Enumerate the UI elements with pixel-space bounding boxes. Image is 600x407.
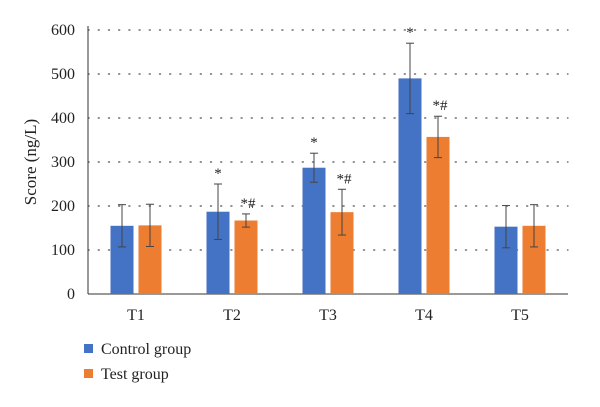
x-tick-label: T2 <box>223 307 241 324</box>
y-tick-label: 500 <box>51 66 75 83</box>
bar-control-group-t5 <box>494 226 518 294</box>
x-tick-label: T4 <box>415 307 433 324</box>
y-tick-label: 200 <box>51 198 75 215</box>
bar-test-group-t3 <box>330 212 354 294</box>
bar-control-group-t4 <box>398 78 422 295</box>
axes <box>87 26 568 295</box>
significance-marker: *# <box>433 98 449 114</box>
bar-control-group-t1 <box>110 225 134 294</box>
y-tick-label: 0 <box>67 286 75 303</box>
y-tick-label: 100 <box>51 242 75 259</box>
legend: Control group Test group <box>84 341 191 383</box>
bars <box>110 42 546 295</box>
y-tick-label: 400 <box>51 110 75 127</box>
legend-swatch <box>84 344 93 353</box>
legend-label: Control group <box>101 341 191 358</box>
significance-marker: * <box>310 135 318 151</box>
bar-test-group-t2 <box>234 220 258 294</box>
x-tick-label: T1 <box>127 307 145 324</box>
significance-marker: * <box>214 166 222 182</box>
significance-marker: * <box>406 25 414 41</box>
bar-control-group-t3 <box>302 167 326 294</box>
labels: 0 100 200 300 400 500 600 T1 T2 * *# T3 * *# T4 * *# T5 <box>51 22 529 324</box>
x-tick-label: T5 <box>511 307 529 324</box>
legend-label: Test group <box>101 366 169 383</box>
grid-lines <box>87 29 569 251</box>
y-tick-label: 600 <box>51 22 75 39</box>
bar-test-group-t4 <box>426 136 450 294</box>
bar-test-group-t1 <box>138 225 162 294</box>
y-tick-label: 300 <box>51 154 75 171</box>
significance-marker: *# <box>337 171 353 187</box>
bar-control-group-t2 <box>206 211 230 294</box>
legend-swatch <box>84 369 93 378</box>
bar-test-group-t5 <box>522 225 546 294</box>
significance-marker: *# <box>241 196 257 212</box>
y-axis-label: Score (ng/L) <box>21 119 40 205</box>
x-tick-label: T3 <box>319 307 337 324</box>
